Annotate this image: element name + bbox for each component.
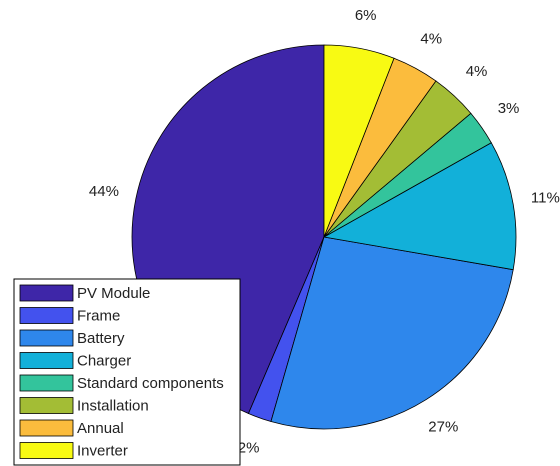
legend-swatch (19, 329, 74, 347)
legend-swatch (19, 352, 74, 369)
legend-label: Frame (77, 307, 120, 324)
pie-slice (270, 236, 514, 430)
legend-swatch (19, 397, 74, 414)
legend-label: Standard components (77, 375, 224, 392)
slice-label: 6% (355, 7, 377, 24)
slice-label: 27% (428, 418, 458, 435)
legend-swatch (19, 374, 74, 392)
slice-label: 11% (531, 190, 560, 207)
pie-slice (322, 142, 517, 271)
legend-label: Charger (77, 352, 131, 369)
legend-label: Installation (77, 397, 149, 414)
legend-label: PV Module (77, 285, 150, 302)
slice-label: 4% (466, 63, 488, 80)
pie-slice (323, 44, 395, 238)
slice-label: 44% (89, 183, 119, 200)
slice-label: 3% (498, 100, 520, 117)
legend-swatch (19, 284, 74, 302)
legend-box (13, 278, 241, 466)
legend-swatch (19, 307, 74, 324)
slice-label: 4% (420, 31, 442, 48)
legend-label: Battery (77, 330, 125, 347)
legend-swatch (19, 442, 74, 459)
legend-swatch (19, 419, 74, 437)
legend-label: Inverter (77, 442, 128, 459)
slice-label: 2% (238, 440, 260, 457)
legend-label: Annual (77, 420, 124, 437)
